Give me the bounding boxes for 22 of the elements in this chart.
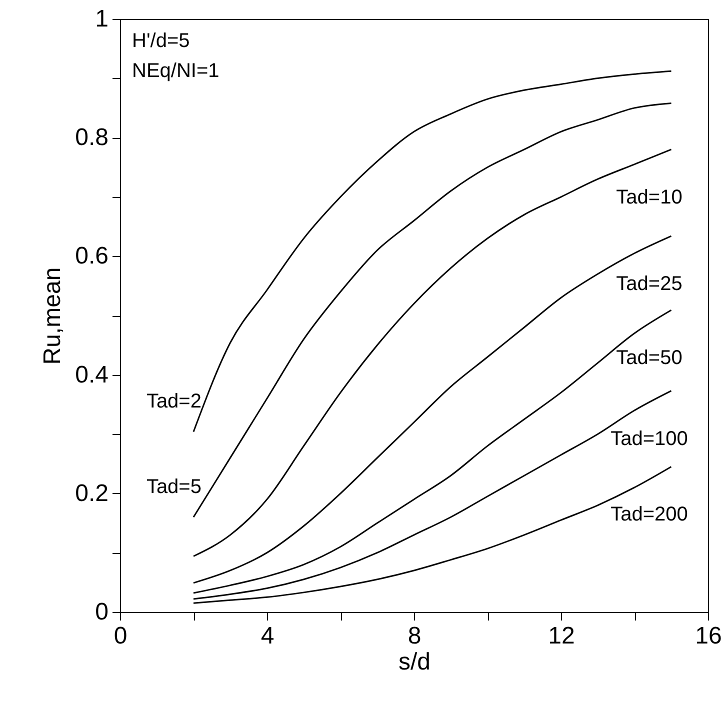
y-tick-label: 1 — [95, 6, 108, 32]
series-label: Tad=50 — [616, 347, 682, 370]
x-tick-label: 4 — [260, 622, 274, 650]
y-axis-title: Ru,mean — [39, 267, 66, 365]
series-label: Tad=10 — [616, 186, 682, 208]
y-tick-label: 0 — [95, 598, 108, 626]
x-tick-label: 12 — [548, 622, 575, 650]
y-tick-label: 0.4 — [75, 361, 108, 388]
x-tick-label: 0 — [114, 622, 128, 650]
x-tick-label: 16 — [695, 622, 722, 650]
y-tick-label: 0.8 — [75, 124, 108, 152]
annotation: H'/d=5 — [132, 30, 190, 52]
x-tick-label: 8 — [408, 622, 422, 650]
x-axis-title: s/d — [398, 648, 431, 676]
series-label: Tad=25 — [616, 273, 682, 296]
series-label: Tad=100 — [610, 428, 688, 450]
annotation: NEq/NI=1 — [132, 60, 220, 82]
series-label: Tad=2 — [146, 390, 202, 413]
y-tick-label: 0.6 — [75, 242, 108, 270]
y-tick-label: 0.2 — [75, 480, 108, 507]
series-label: Tad=200 — [610, 504, 688, 526]
series-label: Tad=5 — [146, 476, 202, 498]
